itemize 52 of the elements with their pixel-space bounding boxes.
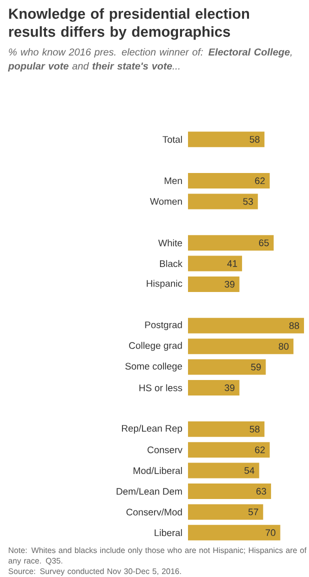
y-tick-label: Women [150,198,182,205]
y-tick-label: Dem/Lean Dem [116,488,182,495]
y-tick-label: HS or less [139,384,182,392]
y-tick-label: Rep/Lean Rep [122,424,182,434]
data-label: 58 [250,426,260,433]
y-tick-label: Men [164,177,182,184]
bar [188,256,242,272]
bar [188,173,270,188]
data-label: 80 [278,342,289,350]
bar [188,484,272,500]
y-tick-label: White [158,239,182,246]
y-tick-label: Total [162,136,182,143]
y-tick-label: Black [160,260,182,268]
data-label: 54 [244,467,254,474]
bar [188,504,264,520]
data-label: 65 [259,239,269,246]
data-label: 70 [266,529,276,536]
y-tick-label: Some college [125,362,182,372]
y-tick-label: Conserv [148,446,182,454]
y-tick-label: College grad [129,342,182,351]
data-label: 58 [250,136,260,143]
y-tick-label: Hispanic [146,280,182,289]
data-label: 62 [255,446,265,454]
data-label: 59 [251,364,261,370]
bar [188,462,260,478]
bar [188,359,266,375]
bar [188,318,304,334]
source-note: Source: Survey conducted Nov 30-Dec 5, 2016. [8,568,181,576]
data-label: 39 [224,280,234,288]
bar [188,235,274,251]
text: Note: Whites and blacks include only those who are not Hispanic; Hispanics are of any race. Q35. [8,547,307,566]
chart-title: Knowledge of presidential election results differs by demographics [9,8,249,40]
bar [188,194,258,210]
data-label: 53 [243,198,253,205]
bar [188,132,264,148]
y-tick-label: Conserv/Mod [126,508,182,516]
text: % who know 2016 pres. election winner of: Electoral College, popular vote and their state's vote... [8,48,292,72]
bar [188,276,240,292]
data-label: 62 [255,177,265,184]
bar [188,524,280,540]
y-tick-label: Liberal [154,529,182,536]
bar [188,338,294,354]
data-label: 88 [289,322,300,330]
data-label: 57 [248,508,258,516]
bar [188,380,240,396]
data-label: 63 [256,488,266,495]
y-tick-label: Postgrad [145,321,182,330]
data-label: 39 [224,384,234,392]
bar [188,421,264,437]
bar [188,442,270,458]
y-tick-label: Mod/Liberal [134,467,182,474]
data-label: 41 [227,260,238,267]
